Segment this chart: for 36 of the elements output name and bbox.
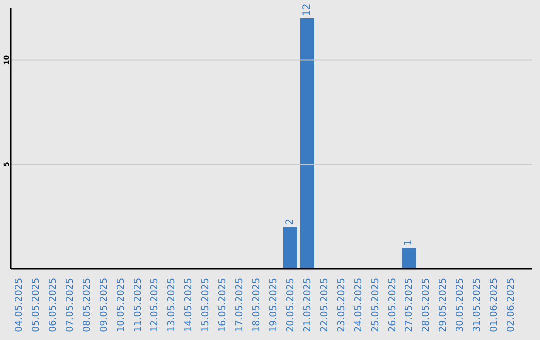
x-tick-label: 11.05.2025	[132, 278, 144, 332]
data-label: 2	[284, 218, 296, 226]
x-tick-label: 02.06.2025	[506, 278, 518, 332]
x-tick-label: 06.05.2025	[48, 278, 59, 332]
x-tick-label: 25.05.2025	[370, 278, 382, 332]
x-tick-label: 23.05.2025	[336, 278, 348, 332]
x-tick-label: 24.05.2025	[353, 278, 364, 332]
x-tick-label: 10.05.2025	[116, 278, 127, 332]
x-tick-label: 21.05.2025	[302, 278, 314, 332]
x-tick-label: 29.05.2025	[438, 278, 450, 332]
x-tick-label: 13.05.2025	[166, 278, 178, 332]
bar	[300, 18, 314, 269]
x-tick-label: 19.05.2025	[268, 278, 280, 332]
x-tick-label: 28.05.2025	[421, 278, 432, 332]
x-tick-label: 17.05.2025	[234, 278, 246, 332]
x-tick-label: 05.05.2025	[30, 278, 42, 332]
data-label: 12	[302, 4, 313, 16]
x-tick-label: 18.05.2025	[252, 278, 263, 332]
x-tick-label: 31.05.2025	[472, 278, 484, 332]
x-tick-label: 20.05.2025	[285, 278, 296, 332]
x-tick-label: 14.05.2025	[184, 278, 195, 332]
x-tick-label: 08.05.2025	[82, 278, 93, 332]
data-label: 1	[404, 240, 415, 246]
x-tick-label: 09.05.2025	[98, 278, 110, 332]
x-tick-label: 07.05.2025	[64, 278, 76, 332]
x-tick-label: 04.05.2025	[14, 278, 25, 332]
x-tick-label: 12.05.2025	[150, 278, 161, 332]
bar	[402, 248, 416, 269]
x-tick-label: 30.05.2025	[455, 278, 466, 332]
x-tick-label: 26.05.2025	[387, 278, 398, 332]
bar	[283, 227, 298, 269]
x-tick-label: 16.05.2025	[218, 278, 229, 332]
x-tick-label: 22.05.2025	[319, 278, 330, 332]
x-tick-label: 15.05.2025	[200, 278, 212, 332]
x-tick-label: 01.06.2025	[489, 278, 500, 332]
x-tick-label: 27.05.2025	[404, 278, 416, 332]
